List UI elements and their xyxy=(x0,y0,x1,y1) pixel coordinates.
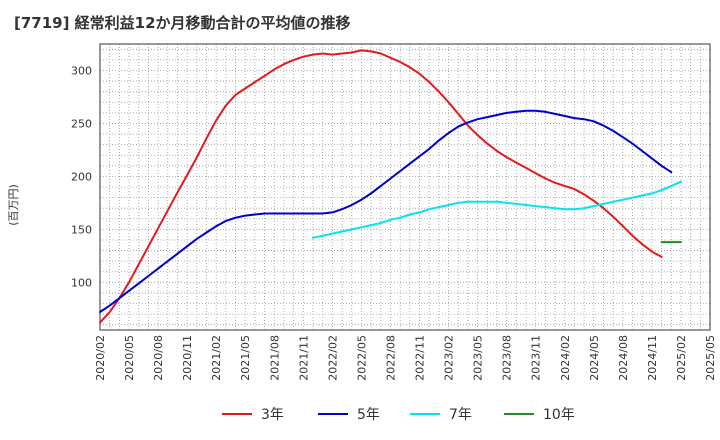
y-tick-label: 100 xyxy=(71,276,92,289)
series-line-3 xyxy=(312,180,682,239)
x-tick-label: 2022/11 xyxy=(414,335,427,381)
legend-label: 7年 xyxy=(449,407,472,423)
x-tick-label: 2025/05 xyxy=(704,335,717,381)
x-tick-label: 2020/11 xyxy=(181,335,194,381)
y-tick-label: 150 xyxy=(71,223,92,236)
x-tick-label: 2023/08 xyxy=(501,335,514,381)
series-layer xyxy=(99,49,682,324)
x-tick-label: 2022/08 xyxy=(384,335,397,381)
x-tick-label: 2023/02 xyxy=(443,335,456,381)
legend-label: 5年 xyxy=(357,407,380,423)
chart-title: [7719] 経常利益12か月移動合計の平均値の推移 xyxy=(14,14,351,32)
y-axis-ticks: 100 150 200 250 300 xyxy=(71,64,92,289)
x-tick-label: 2020/02 xyxy=(94,335,107,381)
x-tick-label: 2024/08 xyxy=(617,335,630,381)
x-tick-label: 2024/02 xyxy=(559,335,572,381)
series-line-2 xyxy=(99,109,673,313)
y-tick-label: 200 xyxy=(71,170,92,183)
x-tick-label: 2024/05 xyxy=(588,335,601,381)
legend-label: 10年 xyxy=(543,407,575,423)
x-axis-ticks: 2020/02 2020/05 2020/08 2020/11 2021/02 2021/… xyxy=(94,335,717,381)
grid xyxy=(99,44,711,330)
plot-area xyxy=(99,43,711,331)
x-tick-label: 2025/02 xyxy=(675,335,688,381)
x-tick-label: 2020/05 xyxy=(123,335,136,381)
x-tick-label: 2022/02 xyxy=(326,335,339,381)
x-tick-label: 2023/11 xyxy=(530,335,543,381)
y-tick-label: 250 xyxy=(71,117,92,130)
x-tick-label: 2022/05 xyxy=(355,335,368,381)
x-tick-label: 2021/05 xyxy=(239,335,252,381)
series-line-1 xyxy=(99,49,663,324)
x-tick-label: 2023/05 xyxy=(472,335,485,381)
x-tick-label: 2021/08 xyxy=(268,335,281,381)
x-tick-label: 2021/11 xyxy=(297,335,310,381)
y-axis-label: (百万円) xyxy=(7,184,20,226)
x-tick-label: 2020/08 xyxy=(152,335,165,381)
x-tick-label: 2021/02 xyxy=(210,335,223,381)
legend-label: 3年 xyxy=(261,407,284,423)
y-tick-label: 300 xyxy=(71,64,92,77)
x-tick-label: 2024/11 xyxy=(646,335,659,381)
legend: 3年 5年 7年 10年 xyxy=(222,407,575,423)
